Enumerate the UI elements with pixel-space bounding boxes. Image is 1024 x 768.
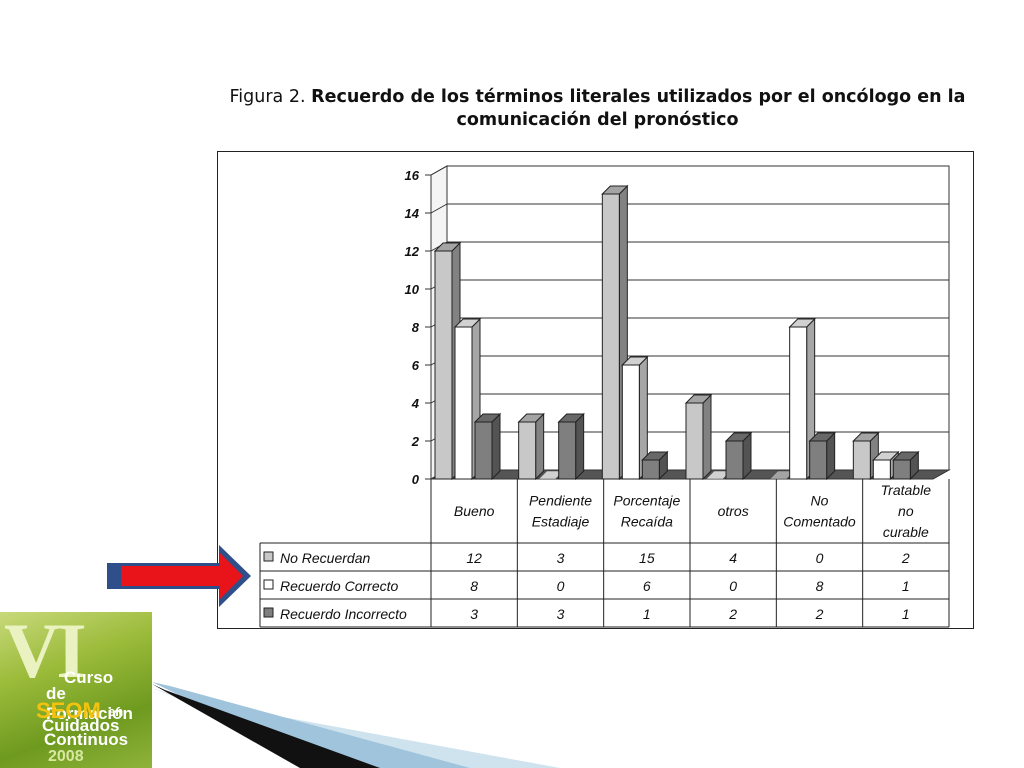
logo-line-3b: en bbox=[108, 704, 124, 719]
y-tick-label: 16 bbox=[405, 168, 420, 183]
data-label: 3 bbox=[557, 550, 565, 566]
bar bbox=[473, 412, 502, 481]
category-label: Recaída bbox=[621, 514, 673, 530]
bar-front bbox=[621, 364, 640, 480]
category-label: Bueno bbox=[454, 503, 495, 519]
data-label: 12 bbox=[466, 550, 482, 566]
bar bbox=[852, 431, 880, 481]
bar-front bbox=[725, 440, 744, 480]
y-tick-label: 6 bbox=[412, 358, 420, 373]
bar bbox=[892, 450, 920, 481]
y-tick-label: 4 bbox=[411, 396, 420, 411]
bar-front bbox=[601, 193, 620, 480]
chart-frame: 0 2 4 6 8 10 12 14 16 Bueno Pendiente Estadiaje Porc… bbox=[217, 151, 974, 629]
decorative-swoosh bbox=[152, 682, 560, 768]
bar-front bbox=[789, 326, 808, 480]
data-label: 8 bbox=[470, 578, 478, 594]
data-label: 0 bbox=[557, 578, 565, 594]
pointer-arrow-icon bbox=[107, 545, 251, 607]
figure-title: Recuerdo de los términos literales utili… bbox=[311, 87, 966, 130]
chart-title: Figura 2. Recuerdo de los términos liter… bbox=[200, 86, 995, 132]
bar-front bbox=[641, 459, 660, 480]
category-label: Tratable bbox=[881, 482, 932, 498]
data-label: 1 bbox=[902, 578, 910, 594]
data-label: 2 bbox=[815, 606, 824, 622]
bar-front bbox=[558, 421, 577, 480]
category-label: no bbox=[898, 503, 914, 519]
gridline-side bbox=[430, 203, 448, 214]
data-label: 3 bbox=[470, 606, 478, 622]
bar-front bbox=[474, 421, 493, 480]
bar bbox=[724, 431, 753, 481]
bar-front bbox=[852, 440, 871, 480]
category-label: curable bbox=[883, 524, 929, 540]
bar bbox=[557, 412, 585, 481]
bar-side bbox=[535, 412, 545, 481]
logo-line-4: Cuidados bbox=[42, 716, 120, 735]
logo-line-1: Curso bbox=[64, 668, 114, 687]
logo-roman: VI bbox=[4, 612, 87, 694]
legend-key bbox=[263, 551, 274, 562]
category-label: Estadiaje bbox=[532, 514, 590, 530]
data-label: 0 bbox=[729, 578, 737, 594]
logo-line-2: de Formación bbox=[46, 684, 133, 723]
bar bbox=[641, 450, 669, 481]
data-label: 2 bbox=[728, 606, 737, 622]
bar-front bbox=[685, 402, 704, 480]
bar bbox=[517, 412, 545, 481]
logo-year: 2008 bbox=[48, 748, 84, 765]
bar-front bbox=[872, 459, 891, 480]
bar-front bbox=[809, 440, 828, 480]
bar-side bbox=[702, 393, 712, 481]
data-label: 3 bbox=[557, 606, 565, 622]
legend-key bbox=[263, 579, 274, 590]
course-logo: VI Curso de Formación SEOM en Cuidados C… bbox=[0, 612, 152, 768]
legend-label: Recuerdo Incorrecto bbox=[280, 606, 407, 622]
bar-front bbox=[892, 459, 911, 480]
data-label: 1 bbox=[643, 606, 651, 622]
bar bbox=[788, 317, 816, 481]
category-label: Comentado bbox=[783, 514, 856, 530]
y-tick-label: 2 bbox=[411, 434, 420, 449]
y-tick-label: 14 bbox=[405, 206, 420, 221]
data-label: 4 bbox=[729, 550, 737, 566]
gridline-side bbox=[430, 165, 448, 176]
bar-front bbox=[454, 326, 473, 480]
bar-chart: 0246810121416BuenoPendienteEstadiajePorc… bbox=[259, 165, 951, 628]
bar bbox=[684, 393, 713, 481]
logo-line-3: SEOM bbox=[36, 698, 101, 723]
legend-label: No Recuerdan bbox=[280, 550, 370, 566]
y-tick-label: 0 bbox=[412, 472, 420, 487]
y-tick-label: 10 bbox=[405, 282, 420, 297]
bar-front bbox=[434, 250, 453, 480]
data-label: 2 bbox=[901, 550, 910, 566]
data-label: 8 bbox=[816, 578, 824, 594]
figure-label: Figura 2. bbox=[229, 87, 306, 107]
legend-key bbox=[263, 607, 274, 618]
data-label: 1 bbox=[902, 606, 910, 622]
bar-side bbox=[575, 412, 585, 481]
data-label: 6 bbox=[643, 578, 651, 594]
category-label: Pendiente bbox=[529, 493, 592, 509]
legend-label: Recuerdo Correcto bbox=[280, 578, 398, 594]
bar bbox=[621, 355, 649, 481]
bar bbox=[808, 431, 836, 481]
data-label: 15 bbox=[639, 550, 655, 566]
data-label: 0 bbox=[816, 550, 824, 566]
category-label: Porcentaje bbox=[613, 493, 680, 509]
category-label: No bbox=[811, 493, 829, 509]
y-tick-label: 8 bbox=[412, 320, 420, 335]
bar-front bbox=[518, 421, 537, 480]
y-tick-label: 12 bbox=[405, 244, 420, 259]
logo-line-5: Continuos bbox=[44, 730, 129, 749]
bar-side bbox=[491, 412, 501, 481]
category-label: otros bbox=[718, 503, 749, 519]
